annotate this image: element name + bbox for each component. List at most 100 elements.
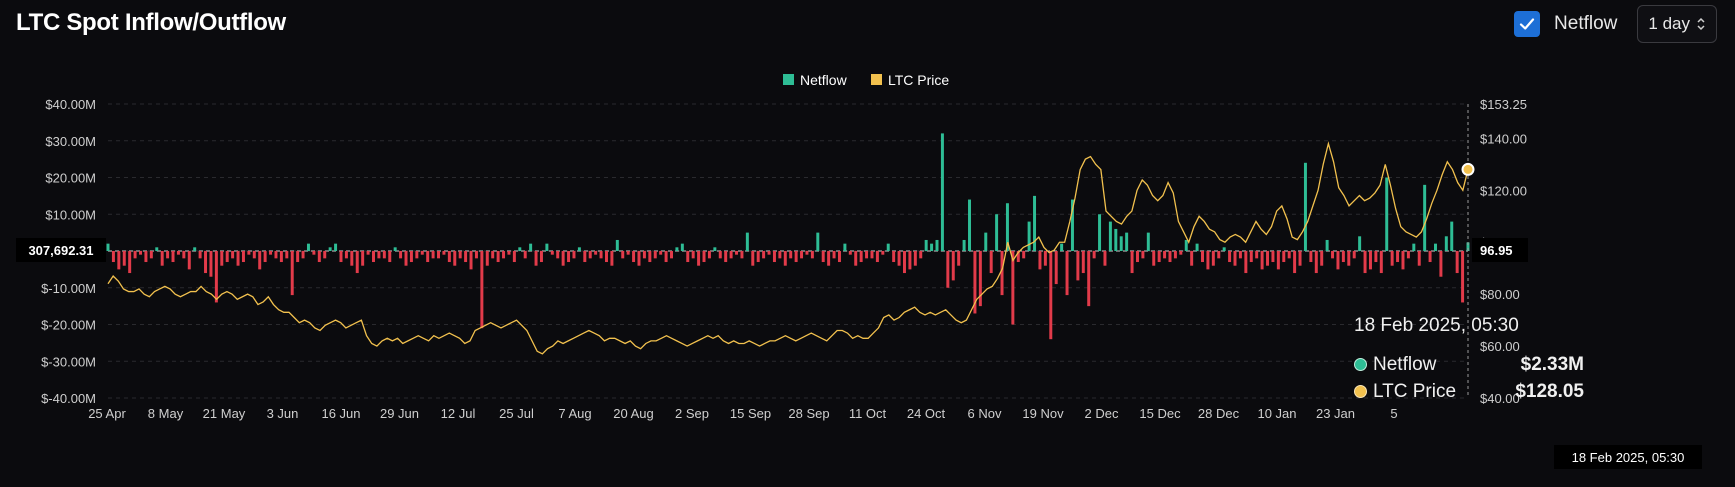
y-left-tick-label: $40.00M [45, 97, 96, 112]
y-right-tick-label: $60.00 [1480, 339, 1520, 354]
interval-select[interactable]: 1 day [1637, 5, 1717, 43]
crosshair: 307,692.31 96.95 18 Feb 2025, 05:30 [16, 104, 1702, 469]
netflow-bar [176, 251, 180, 255]
netflow-bar [372, 251, 375, 263]
netflow-bar [1184, 239, 1188, 251]
netflow-bar [502, 251, 506, 259]
netflow-bar [469, 251, 473, 270]
netflow-bar [301, 251, 305, 259]
netflow-dot-icon [1354, 358, 1367, 371]
netflow-bar [1303, 162, 1307, 251]
netflow-bars [106, 133, 1470, 340]
chevron-updown-icon [1696, 16, 1706, 33]
netflow-bar [1195, 243, 1199, 251]
y-left-tick-label: $-30.00M [41, 354, 96, 369]
netflow-bar [1439, 251, 1443, 277]
netflow-bar [1390, 251, 1394, 266]
price-marker [1461, 162, 1475, 176]
netflow-bar [599, 251, 603, 259]
netflow-bar [512, 251, 516, 263]
netflow-bar [1385, 177, 1389, 251]
x-tick-label: 8 May [148, 406, 184, 421]
netflow-bar [393, 247, 397, 251]
legend-price-label: LTC Price [888, 72, 949, 88]
netflow-bar [919, 251, 923, 259]
y-right-tick-label: $120.00 [1480, 183, 1527, 198]
netflow-bar [1428, 251, 1432, 263]
netflow-bar [913, 251, 917, 266]
x-tick-label: 15 Dec [1139, 406, 1181, 421]
netflow-bar [1331, 251, 1335, 259]
netflow-bar [610, 251, 614, 266]
netflow-bar [659, 251, 663, 255]
netflow-bar [767, 251, 771, 255]
netflow-bar [1206, 251, 1210, 270]
netflow-bar [583, 251, 587, 263]
netflow-bar [1114, 228, 1118, 251]
netflow-bar [496, 251, 500, 263]
netflow-bar [1130, 251, 1134, 274]
netflow-bar [1423, 184, 1427, 251]
y-left-tick-label: $-40.00M [41, 391, 96, 406]
netflow-bar [1016, 251, 1020, 263]
netflow-bar [296, 251, 300, 263]
netflow-bar [604, 251, 608, 263]
netflow-checkbox[interactable] [1514, 11, 1541, 37]
netflow-bar [957, 251, 961, 266]
crosshair-x-box [1554, 445, 1702, 469]
netflow-toggle-label[interactable]: Netflow [1554, 13, 1618, 34]
netflow-bar [892, 251, 896, 263]
tooltip-label: LTC Price [1373, 380, 1457, 402]
netflow-bar [155, 247, 159, 251]
checkmark-icon [1519, 18, 1535, 30]
netflow-bar [420, 251, 424, 255]
x-tick-label: 23 Jan [1316, 406, 1355, 421]
netflow-bar [204, 251, 208, 274]
netflow-bar [1217, 251, 1221, 259]
tooltip-row-price: LTC Price $128.05 [1354, 378, 1584, 405]
netflow-bar [447, 251, 451, 263]
netflow-bar [1065, 251, 1069, 296]
netflow-bar [1287, 251, 1291, 259]
netflow-bar [843, 243, 847, 251]
netflow-bar [1266, 251, 1270, 266]
netflow-bar [1201, 251, 1204, 263]
netflow-bar [1412, 243, 1416, 251]
tooltip-title: 18 Feb 2025, 05:30 [1354, 315, 1519, 336]
x-tick-label: 25 Apr [88, 406, 126, 421]
netflow-bar [279, 251, 283, 263]
netflow-bar [1157, 251, 1161, 263]
crosshair-left-label: 307,692.31 [28, 243, 93, 258]
netflow-bar [632, 251, 636, 263]
netflow-bar [1314, 251, 1318, 274]
netflow-bar [317, 251, 321, 263]
legend: Netflow LTC Price [783, 72, 949, 88]
netflow-bar [144, 251, 148, 263]
netflow-bar [355, 251, 359, 274]
netflow-bar [539, 251, 543, 263]
netflow-bar [935, 239, 939, 251]
netflow-bar [1249, 251, 1253, 263]
netflow-bar [561, 251, 565, 266]
page-title: LTC Spot Inflow/Outflow [16, 9, 286, 36]
netflow-bar [1092, 251, 1096, 259]
x-tick-label: 6 Nov [968, 406, 1002, 421]
x-tick-label: 2 Dec [1085, 406, 1119, 421]
netflow-bar [431, 251, 435, 259]
netflow-bar [924, 239, 928, 251]
netflow-bar [1222, 247, 1226, 251]
x-tick-label: 20 Aug [613, 406, 654, 421]
netflow-bar [1033, 195, 1037, 251]
netflow-bar [1098, 214, 1102, 251]
netflow-bar [1276, 251, 1280, 270]
netflow-bar [968, 199, 972, 251]
netflow-bar [1401, 251, 1405, 270]
x-tick-label: 19 Nov [1022, 406, 1064, 421]
netflow-bar [637, 251, 641, 266]
netflow-bar [897, 251, 901, 266]
netflow-bar [1211, 251, 1215, 266]
netflow-bar [1022, 251, 1026, 259]
netflow-bar [865, 251, 869, 259]
netflow-bar [1168, 251, 1172, 263]
